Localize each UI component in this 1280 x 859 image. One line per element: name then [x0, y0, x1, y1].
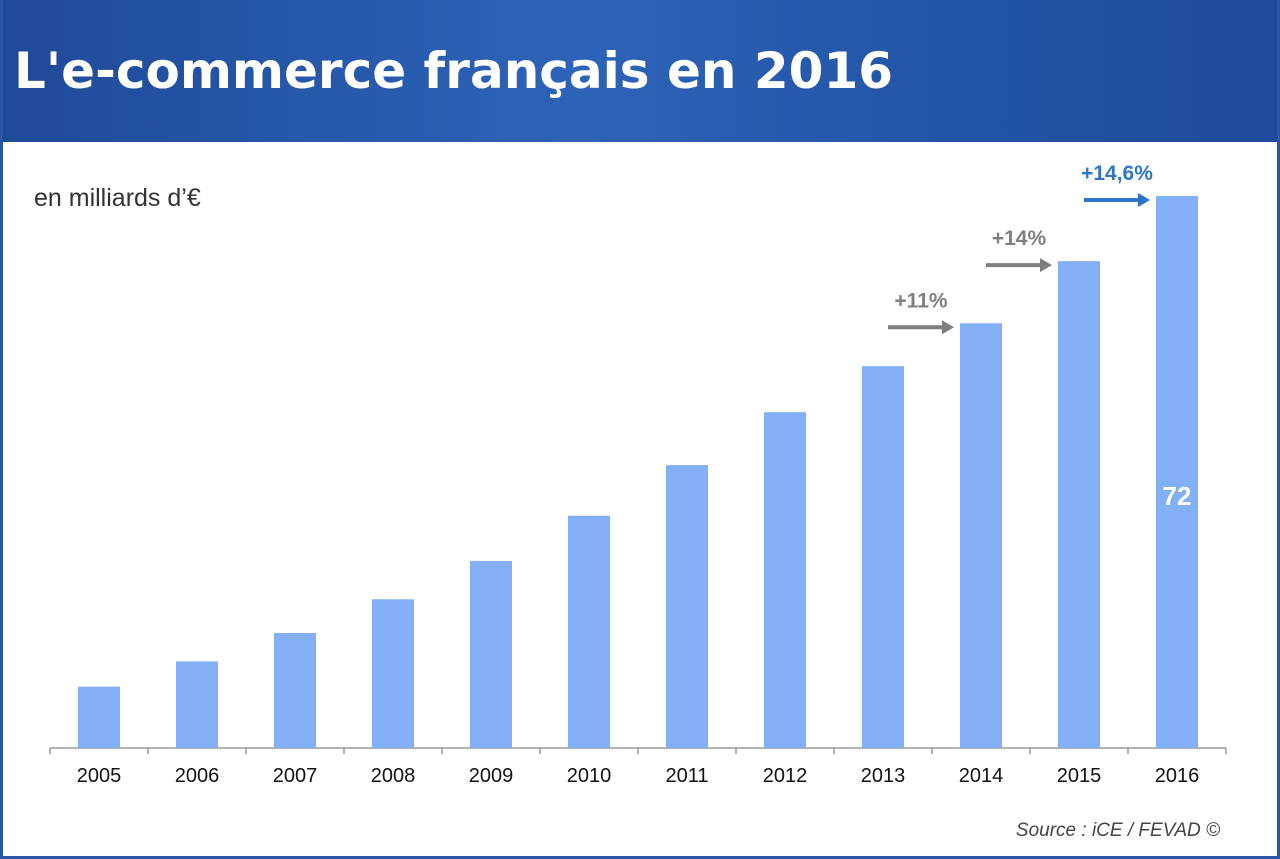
bar-2012: [764, 412, 806, 748]
bar-2009: [470, 560, 512, 748]
arrow-head-icon: [1040, 258, 1052, 273]
arrow-head-icon: [942, 320, 954, 335]
page-title: L'e-commerce français en 2016: [14, 42, 894, 100]
bar-2008: [372, 599, 414, 748]
bar-2006: [176, 661, 218, 748]
growth-label: +11%: [894, 289, 947, 312]
y-axis-unit-label: en milliards d’€: [34, 184, 201, 212]
bar-2014: [960, 323, 1002, 748]
bar-2013: [862, 366, 904, 748]
x-tick-label: 2013: [861, 765, 906, 787]
x-tick-label: 2016: [1155, 765, 1200, 787]
header-banner: L'e-commerce français en 2016: [0, 0, 1280, 142]
x-tick-label: 2014: [959, 765, 1004, 787]
bar-2010: [568, 515, 610, 748]
x-tick-label: 2012: [763, 765, 808, 787]
x-tick-label: 2008: [371, 765, 416, 787]
bar-2005: [78, 686, 120, 748]
x-tick-label: 2010: [567, 765, 612, 787]
x-tick-label: 2009: [469, 765, 514, 787]
x-tick-label: 2006: [175, 765, 220, 787]
source-note: Source : iCE / FEVAD ©: [1015, 820, 1220, 841]
growth-label: +14%: [992, 227, 1047, 250]
arrow-head-icon: [1138, 193, 1150, 207]
x-tick-label: 2015: [1057, 765, 1102, 787]
bar-2007: [274, 633, 316, 748]
x-tick-label: 2007: [273, 765, 318, 787]
data-label: 72: [1163, 481, 1192, 511]
x-tick-label: 2011: [665, 765, 708, 787]
bar-2016: [1156, 196, 1198, 748]
growth-label: +14,6%: [1081, 162, 1153, 185]
bar-2011: [666, 465, 708, 748]
x-tick-label: 2005: [77, 765, 122, 787]
bar-2015: [1058, 261, 1100, 748]
